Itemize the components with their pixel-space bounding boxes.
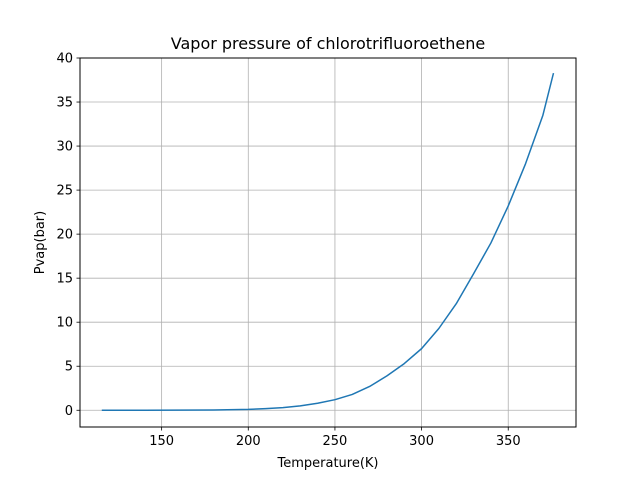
series-layer <box>101 72 555 412</box>
x-tick-label: 150 <box>149 434 174 449</box>
x-tick-label: 200 <box>236 434 261 449</box>
y-tick-label: 20 <box>56 228 73 243</box>
y-axis-title: Pvap(bar) <box>33 211 48 274</box>
y-tick-label: 0 <box>65 404 73 419</box>
y-tick-label: 25 <box>56 184 73 199</box>
y-tick-label: 35 <box>56 96 73 111</box>
x-tick-label: 300 <box>409 434 434 449</box>
x-tick-label: 250 <box>323 434 348 449</box>
chart-title: Vapor pressure of chlorotrifluoroethene <box>171 34 485 53</box>
tick-layer: 150 200 250 300 350 0 5 10 15 20 25 30 35 40 <box>56 52 520 450</box>
x-axis-title: Temperature(K) <box>276 456 378 471</box>
y-tick-label: 40 <box>56 52 73 67</box>
plot-frame <box>79 57 577 428</box>
series-line <box>101 72 555 412</box>
y-tick-label: 15 <box>56 272 73 287</box>
y-tick-label: 5 <box>65 360 73 375</box>
y-tick-label: 30 <box>56 140 73 155</box>
y-tick-label: 10 <box>56 316 73 331</box>
x-tick-label: 350 <box>496 434 521 449</box>
